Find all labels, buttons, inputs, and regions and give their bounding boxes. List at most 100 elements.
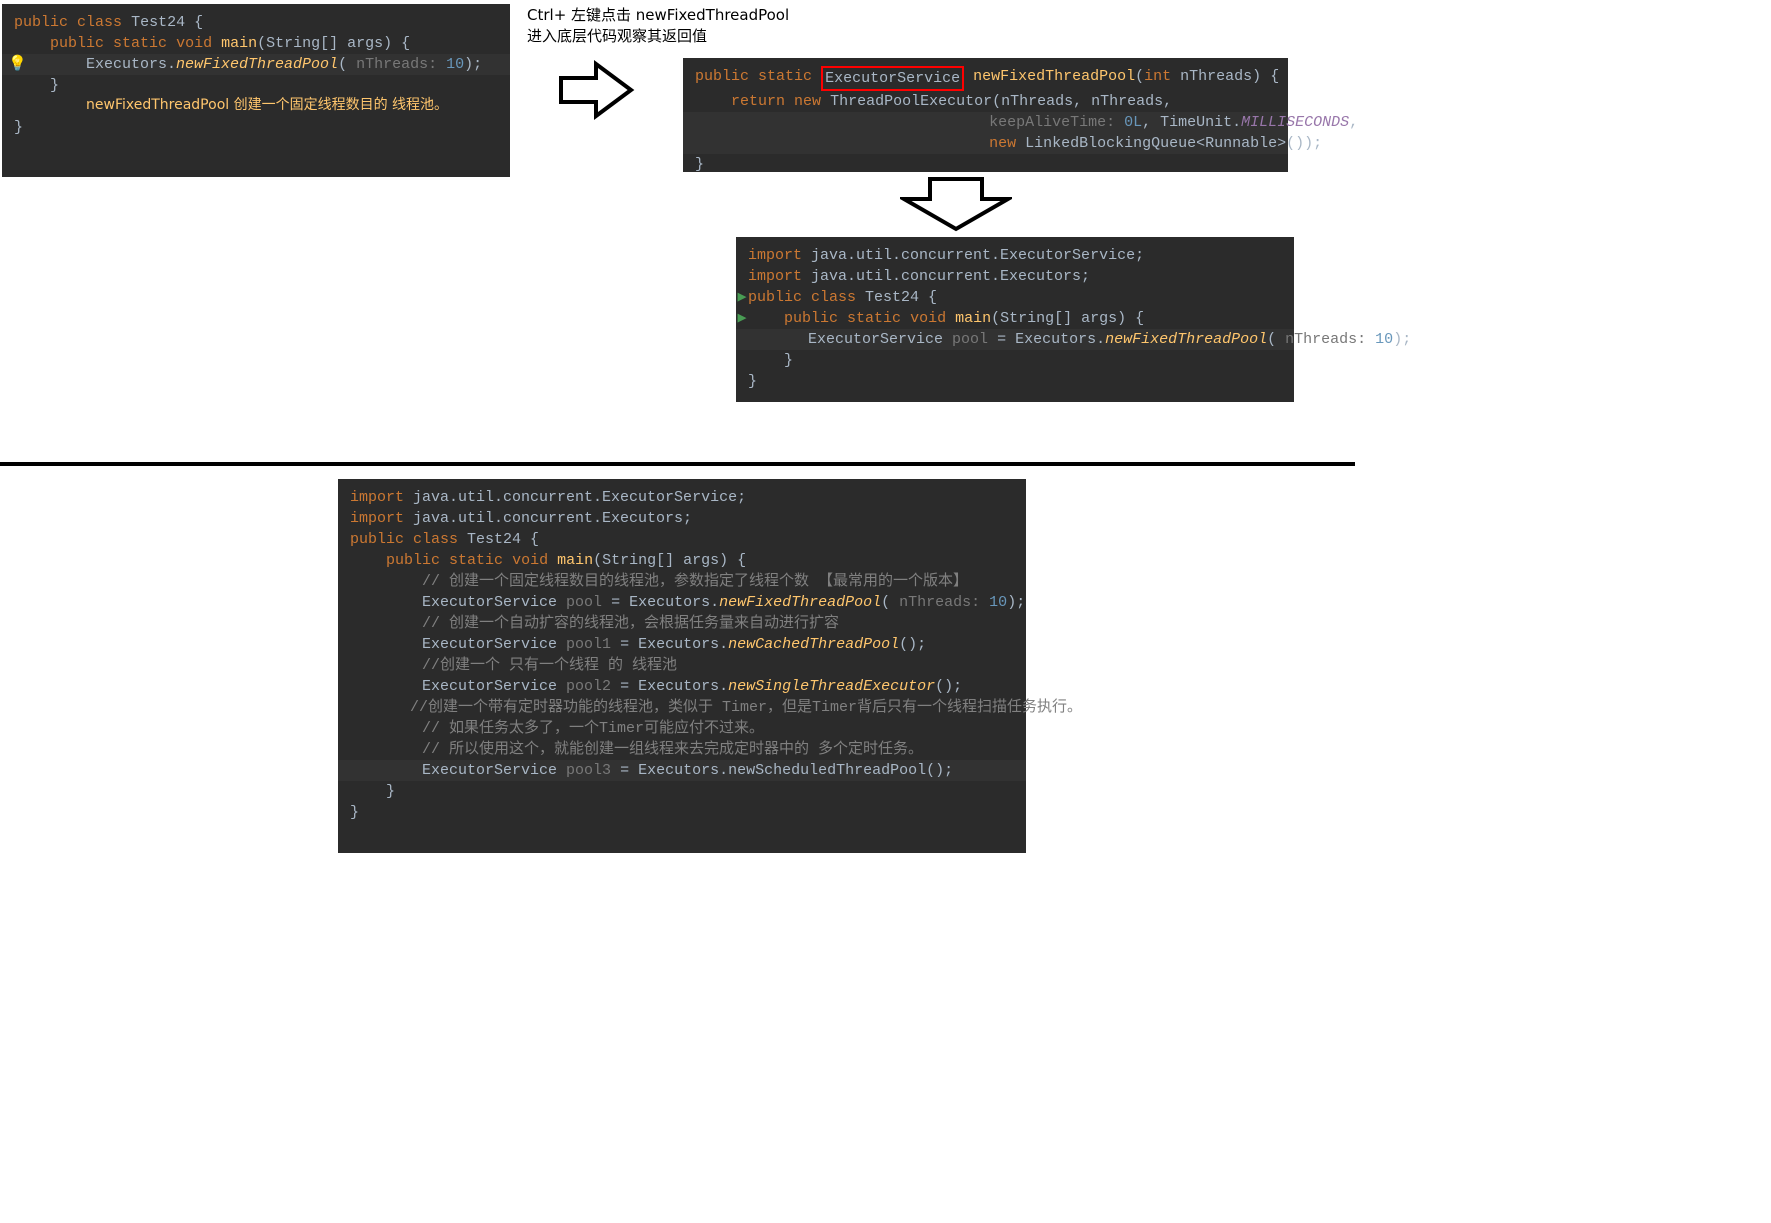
kw: static [113,33,167,54]
comment: // 如果任务太多了，一个Timer可能应付不过来。 [422,718,764,739]
import-path: java.util.concurrent.Executors; [404,508,692,529]
num: 10 [1375,329,1393,350]
kw: public [386,550,440,571]
assign: = Executors. [611,676,728,697]
kw: class [811,287,856,308]
method-call: newCachedThreadPool [728,634,899,655]
annotation-text: Ctrl+ 左键点击 newFixedThreadPool 进入底层代码观察其返… [527,4,789,46]
ctor: LinkedBlockingQueue<Runnable>()); [1016,133,1322,154]
kw: public [50,33,104,54]
close: (); [899,634,926,655]
arrow-down-icon [900,174,1012,234]
close: ); [464,54,482,75]
kw: import [350,508,404,529]
type: ExecutorService [422,592,566,613]
kw: return [731,91,785,112]
kw: static [449,550,503,571]
close-brace: } [350,802,359,823]
executors-ref: Executors. [86,54,176,75]
code-block-3: import java.util.concurrent.ExecutorServ… [736,237,1294,402]
return-type-highlight: ExecutorService [821,66,964,91]
kw: void [176,33,212,54]
annotation-line-2: 进入底层代码观察其返回值 [527,25,789,46]
close: ); [1393,329,1411,350]
args: (String[] args) { [593,550,746,571]
method-call: newSingleThreadExecutor [728,676,935,697]
method-call[interactable]: newFixedThreadPool [176,54,338,75]
num: 0L [1124,112,1142,133]
tooltip-text: newFixedThreadPool 创建一个固定线程数目的 线程池。 [86,96,448,117]
assign: = Executors. [611,634,728,655]
num-literal: 10 [446,54,464,75]
kw: public [695,66,749,91]
kw: public [748,287,802,308]
code-block-2: public static ExecutorService newFixedTh… [683,58,1288,172]
method-decl: newFixedThreadPool [973,66,1135,91]
close-brace: } [695,154,704,175]
comment: // 创建一个自动扩容的线程池，会根据任务量来自动进行扩容 [422,613,839,634]
class-name: Test24 [131,12,185,33]
var: pool [952,329,988,350]
args: (String[] args) { [991,308,1144,329]
hint: nThreads: [1285,329,1366,350]
code-block-1: public class Test24 { public static void… [2,4,510,177]
kw: static [758,66,812,91]
type: ExecutorService [422,634,566,655]
kw: void [512,550,548,571]
assign: = Executors. [602,592,719,613]
kw-class: class [77,12,122,33]
type: ExecutorService [422,760,566,781]
paren: ( [881,592,899,613]
kw-public: public [14,12,68,33]
kw: new [794,91,821,112]
method-call: newFixedThreadPool [1105,329,1267,350]
close-brace: } [350,781,395,802]
close-brace: } [748,350,793,371]
comment: // 所以使用这个，就能创建一组线程来去完成定时器中的 多个定时任务。 [422,739,923,760]
kw: new [989,133,1016,154]
kw: public [784,308,838,329]
method-call: newFixedThreadPool [719,592,881,613]
var: pool3 [566,760,611,781]
paren: ( [1267,329,1285,350]
method-main: main [221,33,257,54]
kw: void [910,308,946,329]
close: ); [1007,592,1025,613]
param-hint: nThreads: [356,54,437,75]
var: pool2 [566,676,611,697]
num: 10 [989,592,1007,613]
comma: , [1349,112,1358,133]
param-hint: keepAliveTime: [989,112,1115,133]
close-brace: } [14,75,59,96]
paren: ( [338,54,356,75]
kw: int [1144,66,1171,91]
type: ExecutorService [422,676,566,697]
var: pool [566,592,602,613]
class-name: Test24 { [458,529,539,550]
close: (); [935,676,962,697]
kw: import [748,245,802,266]
comment: //创建一个带有定时器功能的线程池，类似于 Timer，但是Timer背后只有一… [410,697,1082,718]
stmt: = Executors.newScheduledThreadPool(); [611,760,953,781]
assign: = Executors. [988,329,1105,350]
close-brace: } [748,371,757,392]
kw: public [350,529,404,550]
kw: import [748,266,802,287]
bulb-icon: 💡 [8,54,27,75]
kw: static [847,308,901,329]
hint: nThreads: [899,592,980,613]
class-name: Test24 { [856,287,937,308]
code-block-4: import java.util.concurrent.ExecutorServ… [338,479,1026,853]
method: main [557,550,593,571]
arrow-right-icon [556,58,636,122]
import-path: java.util.concurrent.ExecutorService; [404,487,746,508]
method: main [955,308,991,329]
import-path: java.util.concurrent.Executors; [802,266,1090,287]
annotation-line-1: Ctrl+ 左键点击 newFixedThreadPool [527,4,789,25]
comment: //创建一个 只有一个线程 的 线程池 [422,655,677,676]
brace: { [185,12,203,33]
import-path: java.util.concurrent.ExecutorService; [802,245,1144,266]
ctor-call: ThreadPoolExecutor(nThreads, nThreads, [821,91,1172,112]
divider [0,462,1355,466]
paren: ( [1135,66,1144,91]
